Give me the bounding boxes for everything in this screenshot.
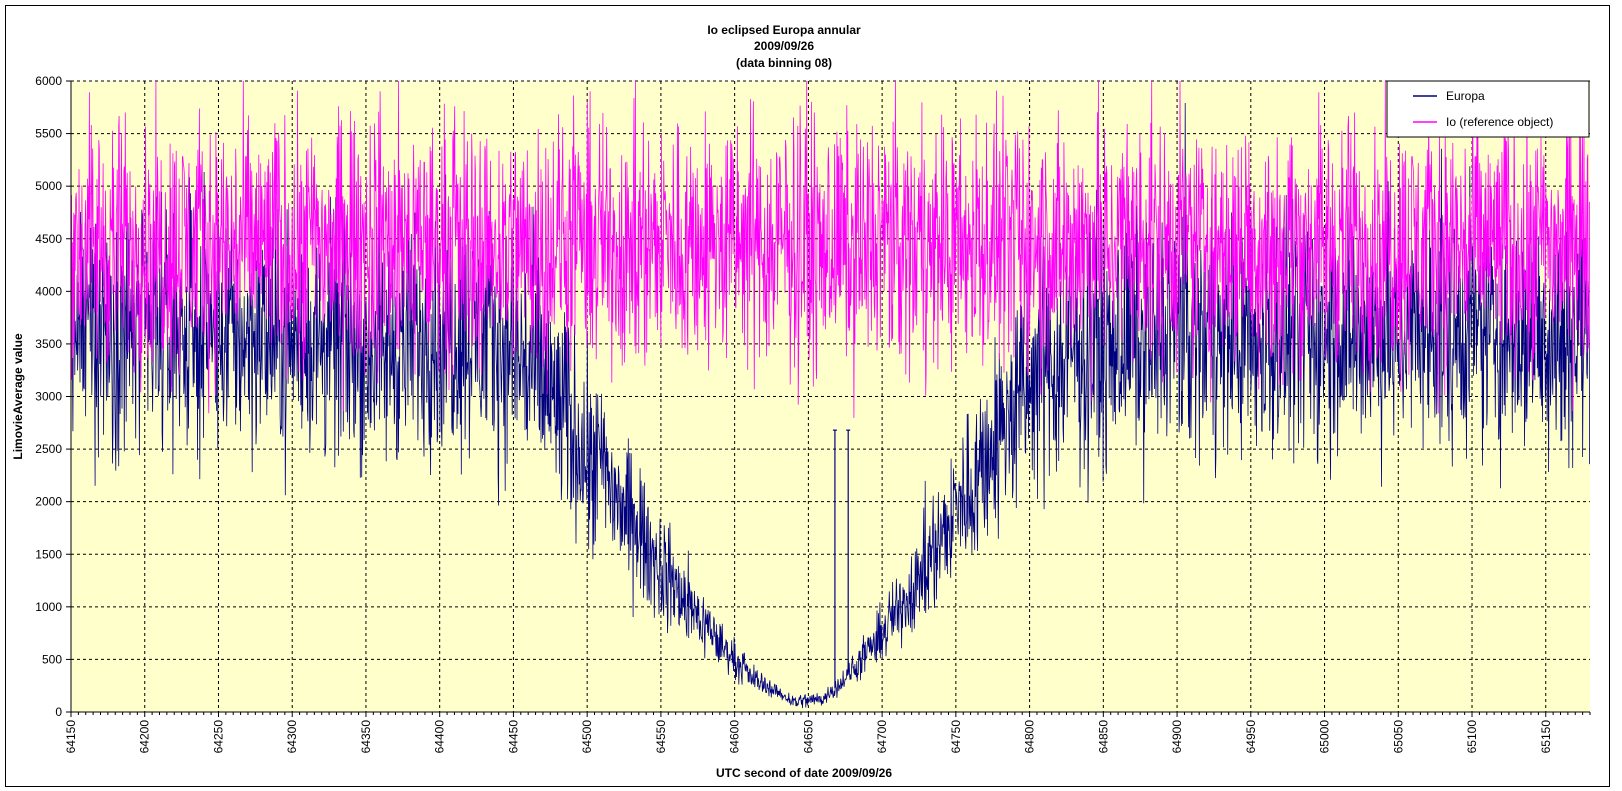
y-tick-label: 3500 <box>35 337 62 351</box>
x-tick-label: 64650 <box>801 720 815 754</box>
x-tick-label: 64200 <box>138 720 152 754</box>
y-tick-label: 4000 <box>35 284 62 298</box>
y-tick-label: 5000 <box>35 179 62 193</box>
y-tick-label: 2000 <box>35 495 62 509</box>
y-tick-label: 500 <box>42 652 62 666</box>
legend: Europa Io (reference object) <box>1386 80 1590 138</box>
x-tick-label: 64550 <box>654 720 668 754</box>
y-tick-label: 2500 <box>35 442 62 456</box>
x-tick-label: 64900 <box>1170 720 1184 754</box>
x-tick-label: 64250 <box>211 720 225 754</box>
x-tick-label: 64950 <box>1244 720 1258 754</box>
chart-subtitle-binning: (data binning 08) <box>736 56 832 70</box>
chart-title: Io eclipsed Europa annular <box>707 23 861 37</box>
x-tick-label: 64300 <box>285 720 299 754</box>
y-tick-label: 3000 <box>35 390 62 404</box>
x-axis-title: UTC second of date 2009/09/26 <box>716 766 892 780</box>
series-line-io <box>70 80 1590 418</box>
x-tick-label: 65100 <box>1465 720 1479 754</box>
x-tick-label: 64500 <box>580 720 594 754</box>
y-tick-label: 1000 <box>35 600 62 614</box>
x-tick-label: 65000 <box>1318 720 1332 754</box>
y-axis-title: LimovieAverage value <box>11 333 25 460</box>
x-tick-label: 64400 <box>433 720 447 754</box>
legend-box <box>1386 80 1590 138</box>
y-tick-label: 4500 <box>35 232 62 246</box>
x-tick-label: 65150 <box>1539 720 1553 754</box>
x-tick-label: 65050 <box>1391 720 1405 754</box>
axes: 0 500 1000 1500 2000 2500 3000 3500 4000 4500 5000… <box>35 74 1591 754</box>
x-tick-label: 64800 <box>1023 720 1037 754</box>
x-tick-label: 64350 <box>359 720 373 754</box>
series-line-europa <box>70 102 1590 709</box>
x-tick-label: 64750 <box>949 720 963 754</box>
y-tick-label: 1500 <box>35 547 62 561</box>
legend-label-europa: Europa <box>1446 89 1485 103</box>
legend-label-io: Io (reference object) <box>1446 115 1553 129</box>
series-layer <box>70 80 1590 709</box>
x-tick-label: 64700 <box>875 720 889 754</box>
y-tick-label: 0 <box>55 705 62 719</box>
y-tick-label: 6000 <box>35 74 62 88</box>
x-tick-label: 64150 <box>64 720 78 754</box>
chart-subtitle-date: 2009/09/26 <box>754 39 814 53</box>
x-tick-label: 64600 <box>728 720 742 754</box>
y-tick-label: 5500 <box>35 127 62 141</box>
x-tick-label: 64450 <box>506 720 520 754</box>
x-tick-label: 64850 <box>1096 720 1110 754</box>
